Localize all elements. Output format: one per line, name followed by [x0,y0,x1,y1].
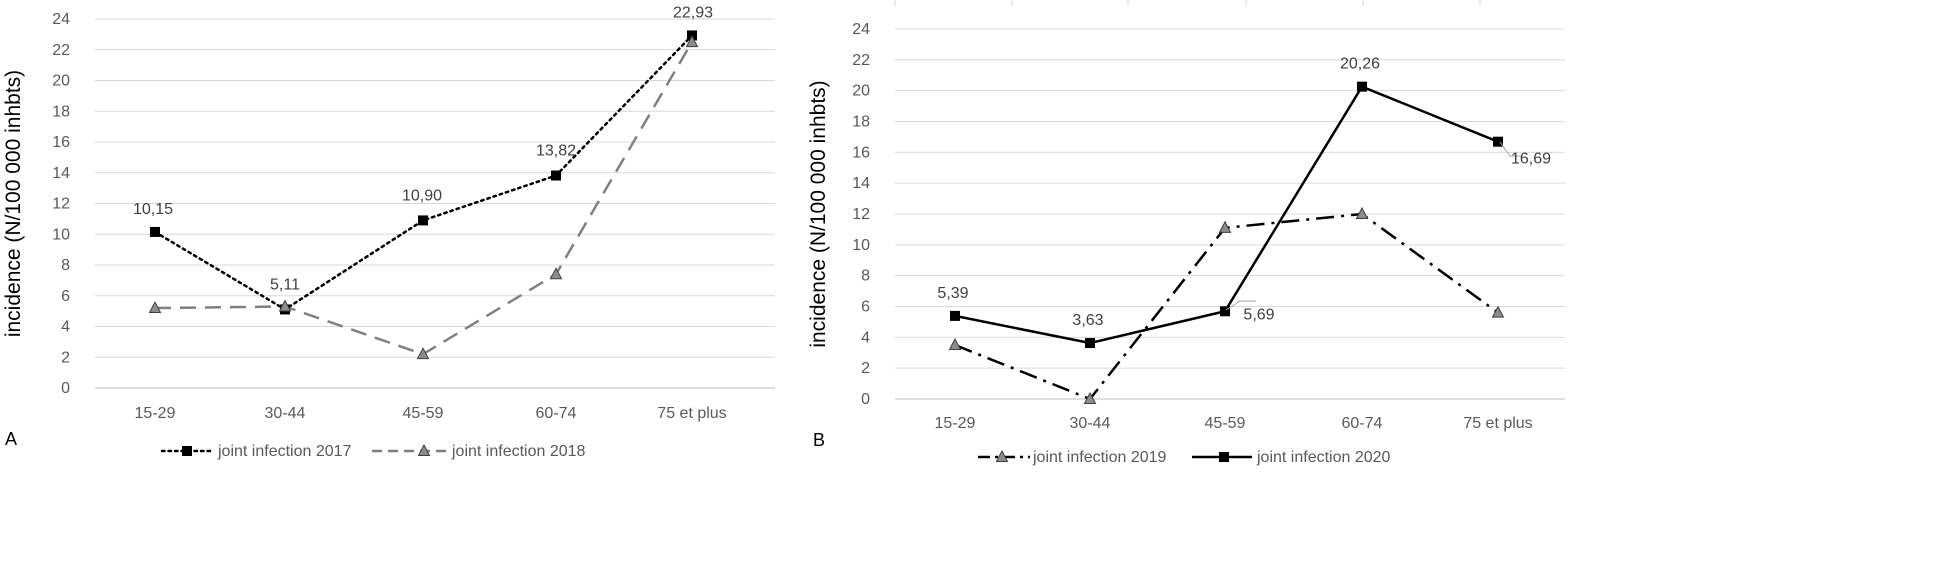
panel-label: A [5,429,17,449]
data-point [1357,81,1367,92]
data-point [1220,306,1230,317]
data-label: 22,93 [673,4,713,21]
data-point [549,267,563,280]
x-tick-label: 30-44 [1070,415,1111,432]
data-point [1083,391,1097,404]
data-label: 16,69 [1511,151,1551,168]
y-tick-label: 12 [852,206,870,223]
y-tick-label: 8 [61,257,70,274]
legend-marker [417,443,431,456]
data-point [1491,305,1505,318]
data-label: 5,39 [937,285,968,302]
data-point [551,170,561,181]
data-point [950,310,960,321]
y-axis-label: incidence (N/100 000 inhbts) [807,80,830,347]
y-tick-label: 0 [61,380,70,397]
legend-label: joint infection 2020 [1256,449,1391,466]
series-line-2 [954,85,1499,345]
legend-label: joint infection 2018 [451,443,586,460]
data-label: 5,69 [1243,306,1274,323]
x-tick-label: 60-74 [1342,415,1383,432]
y-tick-label: 0 [861,391,870,408]
y-tick-label: 10 [852,237,870,254]
y-tick-label: 12 [52,196,70,213]
legend-label: joint infection 2017 [217,443,352,460]
x-tick-label: 60-74 [536,405,577,422]
data-label: 10,15 [133,201,173,218]
y-tick-label: 10 [52,226,70,243]
data-point [148,300,162,314]
y-tick-label: 14 [52,165,70,182]
data-point [1493,136,1503,147]
x-tick-label: 15-29 [135,405,176,422]
x-tick-label: 75 et plus [657,405,726,422]
y-tick-label: 2 [861,360,870,377]
y-tick-label: 6 [61,288,70,305]
data-point [1085,338,1095,349]
y-tick-label: 18 [852,114,870,131]
legend-marker [1219,452,1229,462]
y-tick-label: 20 [52,73,70,90]
data-point [1218,220,1232,233]
x-tick-label: 15-29 [935,415,976,432]
y-tick-label: 2 [61,349,70,366]
data-point [685,34,699,48]
panel-label: B [813,430,825,450]
y-tick-label: 6 [861,299,870,316]
data-label: 5,11 [270,276,300,293]
y-tick-label: 4 [61,319,70,336]
label-leader-line [1499,141,1522,157]
y-tick-label: 24 [52,11,70,28]
legend-label: joint infection 2019 [1032,449,1167,466]
x-tick-label: 45-59 [1205,415,1246,432]
data-point [278,299,292,312]
data-label: 20,26 [1340,56,1380,73]
y-tick-label: 16 [52,134,70,151]
y-axis-label: incidence (N/100 000 inhbts) [2,70,25,337]
x-tick-label: 30-44 [265,405,306,422]
data-label: 3,63 [1072,312,1103,329]
data-label: 13,82 [536,143,576,160]
data-point [150,226,160,237]
y-tick-label: 18 [52,103,70,120]
y-tick-label: 20 [852,83,870,100]
x-tick-label: 45-59 [403,405,444,422]
y-tick-label: 22 [852,52,870,69]
data-label: 10,90 [402,187,442,204]
label-leader-line [1225,300,1256,311]
y-tick-label: 16 [852,144,870,161]
y-tick-label: 24 [852,21,870,38]
data-point [948,337,962,351]
legend-marker [182,446,192,456]
y-tick-label: 22 [52,42,70,59]
y-tick-label: 14 [852,175,870,192]
legend-marker [995,449,1009,462]
data-point [1355,206,1369,219]
data-point [418,215,428,226]
x-tick-label: 75 et plus [1463,415,1532,432]
y-tick-label: 4 [861,329,870,346]
data-point [416,347,430,360]
y-tick-label: 8 [861,268,870,285]
